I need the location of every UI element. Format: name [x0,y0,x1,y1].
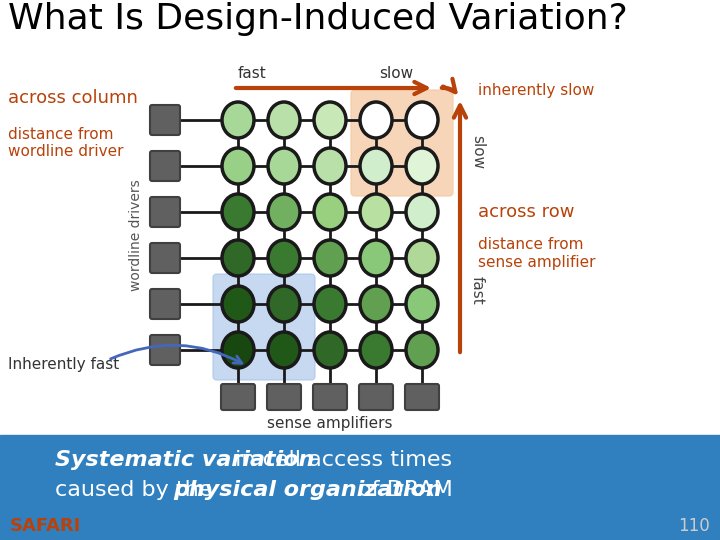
Text: Systematic variation: Systematic variation [55,450,315,470]
Ellipse shape [360,286,392,322]
Text: of DRAM: of DRAM [351,480,453,500]
FancyBboxPatch shape [351,90,453,196]
FancyBboxPatch shape [150,151,180,181]
Ellipse shape [406,240,438,276]
Text: slow: slow [470,135,485,170]
Ellipse shape [222,194,254,230]
Text: wordline drivers: wordline drivers [129,179,143,291]
Ellipse shape [268,194,300,230]
Ellipse shape [222,102,254,138]
Text: across column: across column [8,89,138,107]
Text: across row: across row [478,203,575,221]
Ellipse shape [406,194,438,230]
Text: distance from
wordline driver: distance from wordline driver [8,127,124,159]
FancyBboxPatch shape [150,243,180,273]
Ellipse shape [314,240,346,276]
Ellipse shape [268,332,300,368]
Ellipse shape [314,194,346,230]
Ellipse shape [360,102,392,138]
FancyBboxPatch shape [213,274,315,380]
FancyBboxPatch shape [221,384,255,410]
Ellipse shape [314,102,346,138]
Text: distance from
sense amplifier: distance from sense amplifier [478,237,595,269]
Ellipse shape [314,286,346,322]
Text: What Is Design-Induced Variation?: What Is Design-Induced Variation? [8,2,628,36]
Ellipse shape [222,148,254,184]
FancyBboxPatch shape [313,384,347,410]
Ellipse shape [314,332,346,368]
Ellipse shape [360,240,392,276]
Ellipse shape [268,286,300,322]
Ellipse shape [314,148,346,184]
Ellipse shape [222,286,254,322]
Text: physical organization: physical organization [173,480,442,500]
FancyBboxPatch shape [405,384,439,410]
Ellipse shape [268,148,300,184]
Ellipse shape [268,240,300,276]
FancyBboxPatch shape [150,197,180,227]
Text: sense amplifiers: sense amplifiers [267,416,392,431]
FancyBboxPatch shape [150,105,180,135]
Text: Inherently fast: Inherently fast [8,357,120,373]
Ellipse shape [360,332,392,368]
Text: fast: fast [470,276,485,305]
Ellipse shape [360,194,392,230]
Text: fast: fast [238,66,266,81]
Ellipse shape [222,240,254,276]
Ellipse shape [406,102,438,138]
Ellipse shape [406,332,438,368]
Text: slow: slow [379,66,413,81]
Text: 110: 110 [678,517,710,535]
Text: inherently slow: inherently slow [478,83,595,98]
Ellipse shape [406,148,438,184]
Ellipse shape [406,286,438,322]
Bar [0,435,720,540]
Ellipse shape [268,102,300,138]
Ellipse shape [222,332,254,368]
FancyBboxPatch shape [359,384,393,410]
Text: caused by the: caused by the [55,480,220,500]
FancyBboxPatch shape [150,335,180,365]
Ellipse shape [360,148,392,184]
Text: in cell access times: in cell access times [228,450,452,470]
FancyBboxPatch shape [267,384,301,410]
Text: SAFARI: SAFARI [10,517,81,535]
FancyBboxPatch shape [150,289,180,319]
